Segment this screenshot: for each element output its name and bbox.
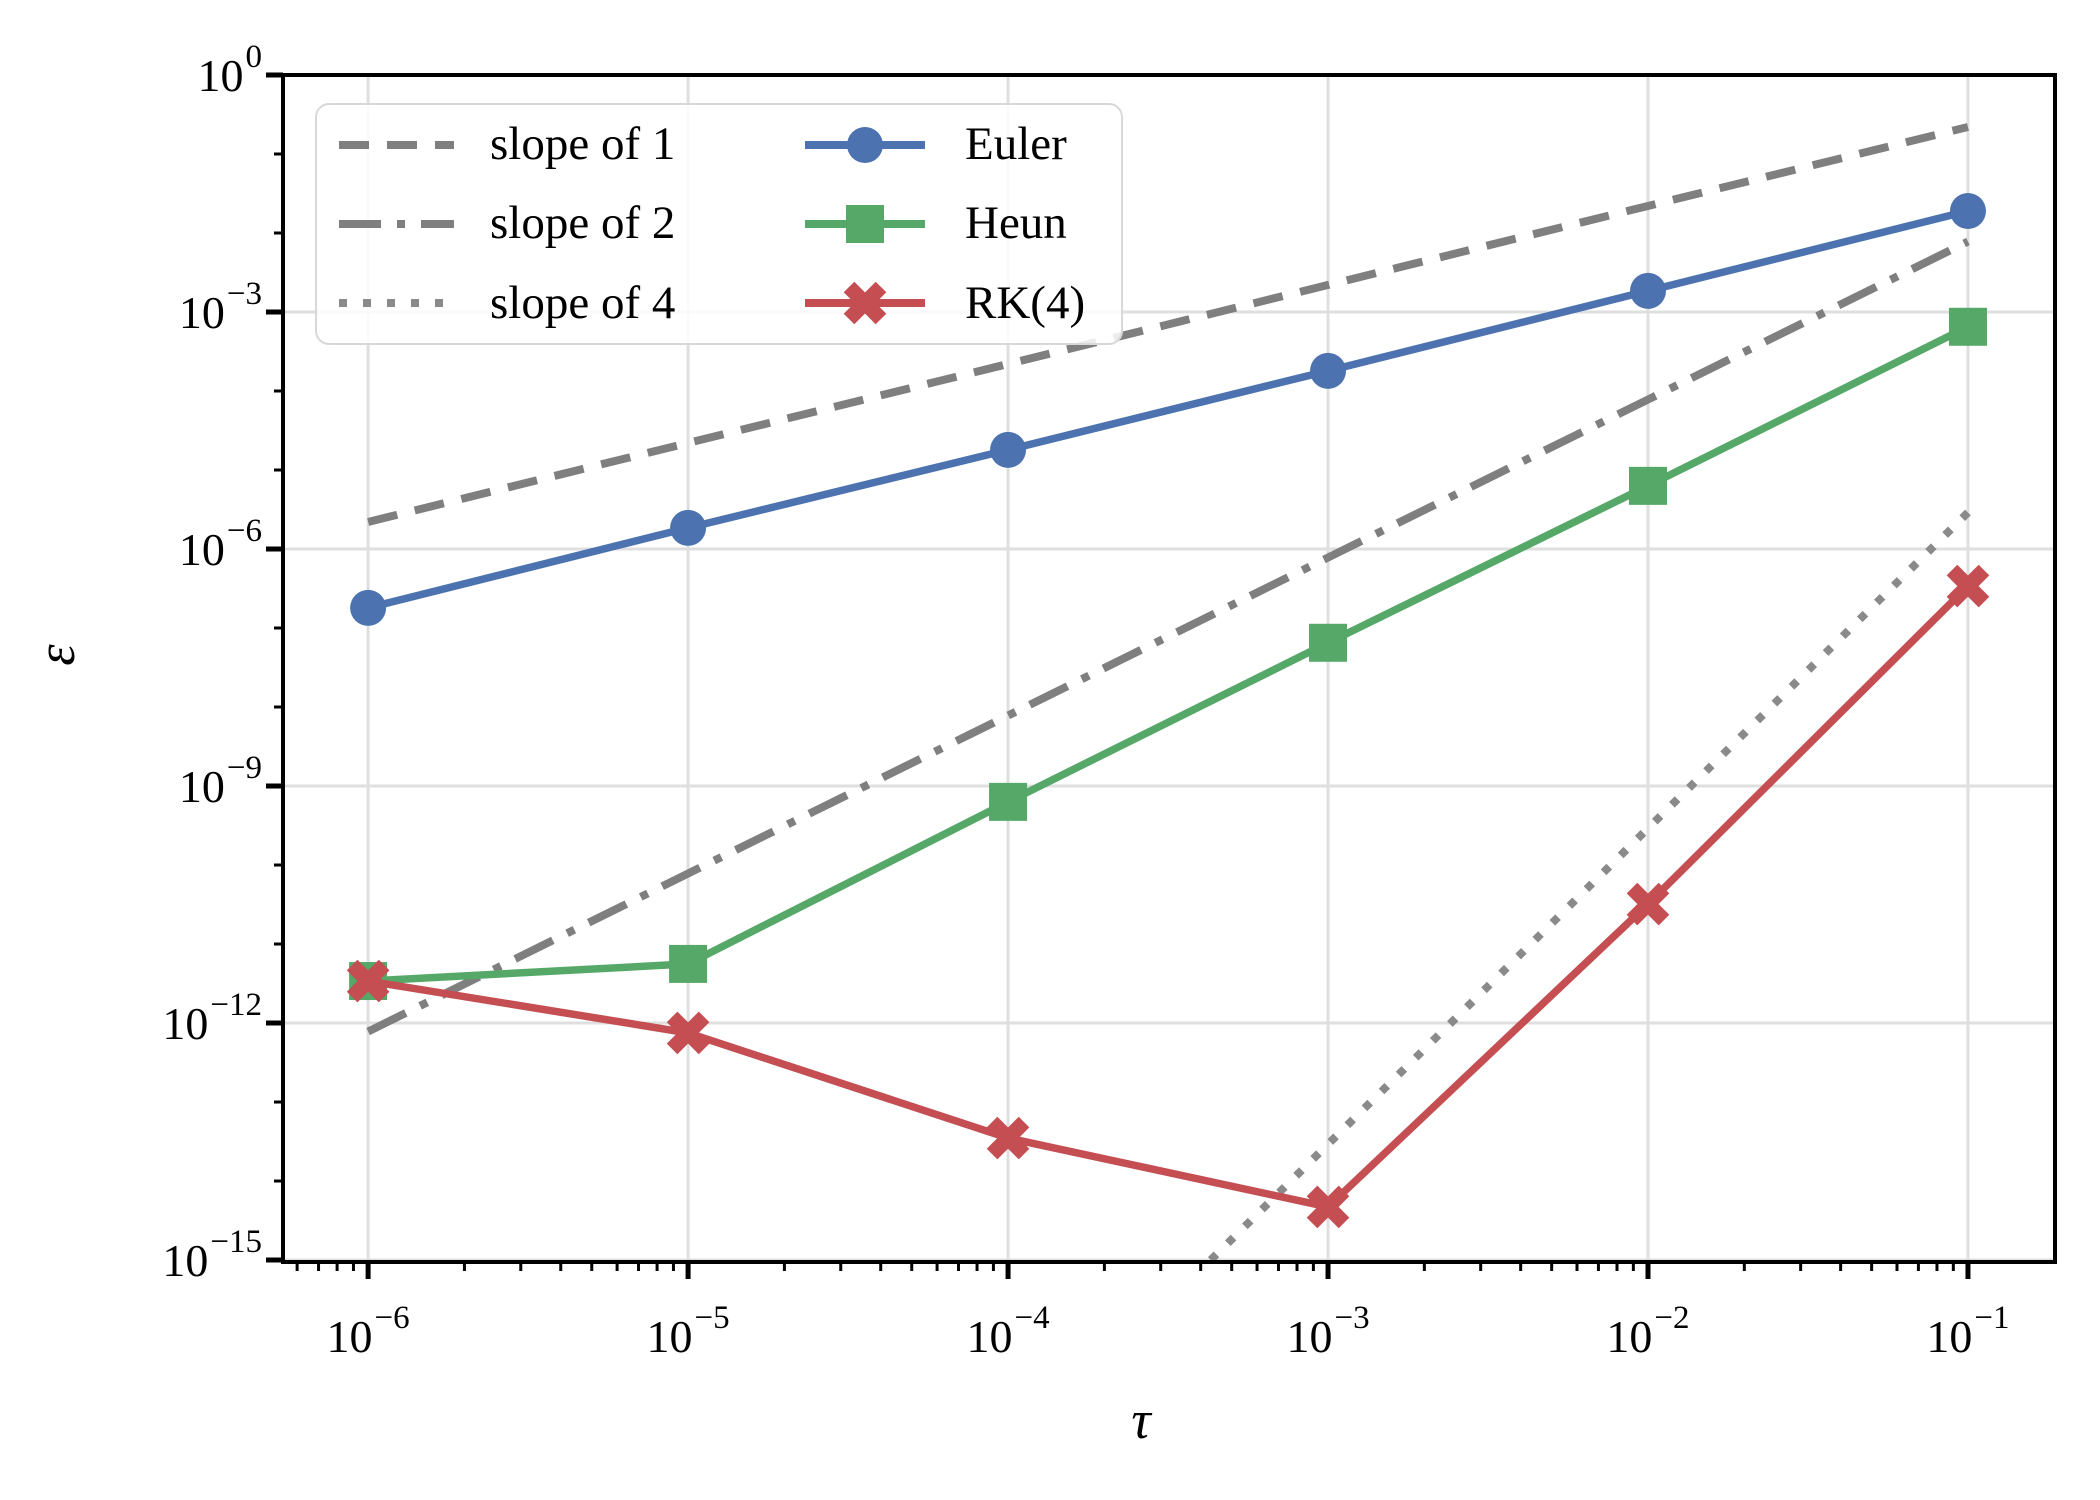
data-point-marker (1629, 272, 1666, 309)
x-tick-label: 10−1 (1926, 1300, 2009, 1362)
data-point-marker (670, 509, 707, 546)
data-point-marker (1306, 1185, 1350, 1229)
data-point-marker (989, 782, 1028, 821)
data-point-marker (986, 1116, 1030, 1160)
data-point-marker (1310, 352, 1347, 389)
y-tick-label: 10−6 (179, 513, 262, 575)
reference-line-slope-of-4 (1207, 509, 1971, 1263)
series-rk-4- (346, 564, 1990, 1229)
y-tick-label: 100 (198, 39, 263, 101)
data-point-marker (666, 1011, 710, 1055)
legend-label: slope of 2 (490, 197, 676, 250)
data-point-marker (990, 431, 1027, 468)
data-point-marker (1628, 466, 1667, 505)
data-point-marker (669, 944, 708, 983)
legend: slope of 1 slope of 2 slope of 4 Euler Heun R… (315, 103, 1123, 345)
data-point-marker (1626, 882, 1670, 926)
y-axis-label: ε (26, 644, 86, 666)
tick-labels: 10−6 10−5 10−4 10−3 10−2 10−1 100 10−3 10−6 10−9 1… (162, 39, 2009, 1362)
data-point-marker (346, 959, 390, 1003)
y-tick-label: 10−9 (179, 750, 262, 812)
data-point-marker (1946, 564, 1990, 608)
legend-label: slope of 4 (490, 276, 676, 329)
data-point-marker (1309, 623, 1348, 662)
legend-label: RK(4) (965, 276, 1086, 329)
x-tick-label: 10−2 (1606, 1300, 1689, 1362)
y-tick-label: 10−15 (162, 1224, 262, 1286)
legend-item-heun: Heun (790, 184, 1121, 263)
reference-lines (366, 123, 1971, 1263)
y-tick-label: 10−3 (179, 276, 262, 338)
axes-frame (281, 73, 2057, 1264)
legend-label: Euler (965, 118, 1067, 171)
y-tick-label: 10−12 (162, 987, 262, 1049)
reference-line-slope-of-1 (367, 123, 1969, 526)
legend-sample-square-icon (805, 204, 925, 243)
legend-sample-circle-icon (805, 126, 925, 163)
x-tick-label: 10−6 (327, 1300, 410, 1362)
legend-sample-dashdot-icon (339, 219, 454, 228)
legend-sample-dotted-icon (339, 299, 454, 308)
legend-item-euler: Euler (790, 105, 1121, 184)
axis-ticks (266, 72, 1971, 1279)
x-tick-label: 10−5 (647, 1300, 730, 1362)
series-line (364, 582, 1972, 1211)
legend-label: slope of 1 (490, 118, 676, 171)
legend-sample-x-icon (805, 282, 925, 325)
legend-sample-dashed-icon (339, 140, 454, 149)
reference-line-slope-of-2 (366, 237, 1970, 1036)
legend-item-slope-of-1: slope of 1 (317, 105, 790, 184)
legend-item-rk-4-: RK(4) (790, 264, 1121, 343)
data-point-marker (350, 589, 387, 626)
series-line (364, 323, 1972, 985)
x-axis-label: τ (1131, 1390, 1152, 1450)
series-euler (350, 192, 1986, 626)
legend-item-slope-of-2: slope of 2 (317, 184, 790, 263)
legend-label: Heun (965, 197, 1067, 250)
data-point-marker (1948, 307, 1987, 346)
x-tick-label: 10−4 (966, 1300, 1049, 1362)
x-tick-label: 10−3 (1286, 1300, 1369, 1362)
data-series (346, 192, 1990, 1229)
series-line (364, 207, 1972, 612)
plot-frame (281, 73, 2057, 1264)
data-point-marker (1949, 192, 1986, 229)
legend-item-slope-of-4: slope of 4 (317, 264, 790, 343)
series-heun (349, 307, 1987, 1001)
